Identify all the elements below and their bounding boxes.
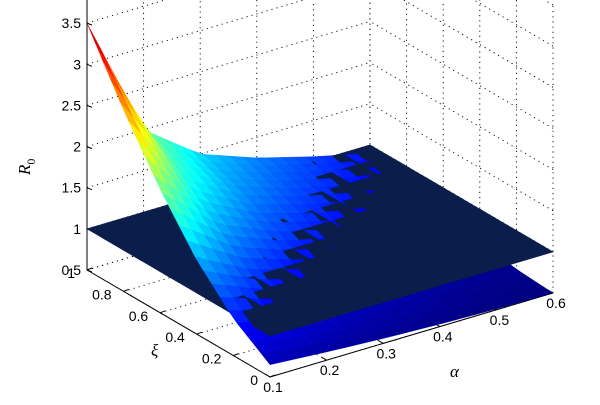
z-tick-label: 1.5: [62, 180, 82, 196]
surface-cell: [95, 42, 117, 83]
xi-tick-mark: [86, 267, 93, 271]
xi-tick-mark: [233, 353, 239, 357]
grid-line-z-side: [473, 0, 554, 47]
xi-tick-label: 0: [250, 372, 258, 388]
z-tick-label: 3.5: [62, 15, 82, 31]
z-tick-mark: [86, 146, 93, 150]
axis-labels: R0 ξ α: [15, 159, 460, 381]
z-tick-mark: [86, 104, 93, 108]
xi-tick-label: 0.6: [129, 308, 149, 324]
plane-cell: [250, 316, 300, 337]
grid-line-z-back: [86, 20, 371, 106]
y-axis-label: ξ: [151, 341, 159, 360]
xi-tick-label: 0.4: [165, 329, 185, 345]
z-axis-label-sub: 0: [24, 159, 38, 165]
surface-cell: [261, 351, 284, 365]
grid-line-z-side: [369, 21, 554, 129]
alpha-tick-label: 0.6: [546, 295, 566, 311]
xi-tick-mark: [269, 374, 276, 378]
x-axis-label: α: [450, 362, 460, 381]
z-tick-label: 0.5: [62, 262, 82, 278]
surface-cell: [111, 82, 134, 118]
alpha-tick-mark: [377, 339, 384, 344]
xi-tick-label: 0.2: [202, 351, 222, 367]
alpha-tick-label: 0.4: [433, 329, 453, 345]
surface-mesh: [86, 23, 554, 365]
z-tick-label: 2.5: [62, 97, 82, 113]
grid-line-z-back: [86, 0, 306, 65]
grid-line-z-side: [543, 0, 554, 6]
grid-line-z-back: [86, 0, 167, 24]
z-tick-mark: [86, 22, 93, 26]
grid-line-z-side: [369, 62, 554, 170]
z-tick-label: 3: [73, 56, 81, 72]
surface-cell: [99, 47, 122, 87]
alpha-tick-label: 0.2: [320, 362, 340, 378]
xi-tick-mark: [160, 310, 166, 314]
xi-tick-mark: [196, 331, 202, 335]
z-tick-label: 1: [73, 221, 81, 237]
alpha-tick-label: 0.3: [376, 345, 396, 361]
z-axis-label-base: R: [15, 164, 34, 176]
grid-line-z-side: [402, 0, 554, 88]
xi-tick-label: 1: [67, 265, 75, 281]
xi-tick-label: 0.8: [92, 286, 112, 302]
surface-cell: [103, 62, 125, 100]
alpha-tick-mark: [321, 356, 327, 361]
z-tick-label: 2: [73, 139, 81, 155]
alpha-tick-label: 0.5: [490, 312, 510, 328]
alpha-tick-mark: [264, 373, 271, 378]
xi-axis-line: [86, 269, 271, 378]
alpha-axis-line: [269, 292, 554, 378]
z-tick-mark: [86, 187, 93, 191]
xi-tick-mark: [123, 288, 129, 292]
surface-cell: [86, 23, 109, 66]
z-tick-mark: [86, 63, 93, 67]
tick-labels: 0.10.20.30.40.50.600.20.40.60.810.511.52…: [62, 15, 566, 395]
alpha-tick-label: 0.1: [263, 379, 283, 395]
z-tick-mark: [86, 269, 93, 273]
z-axis-label: R0: [15, 159, 38, 176]
